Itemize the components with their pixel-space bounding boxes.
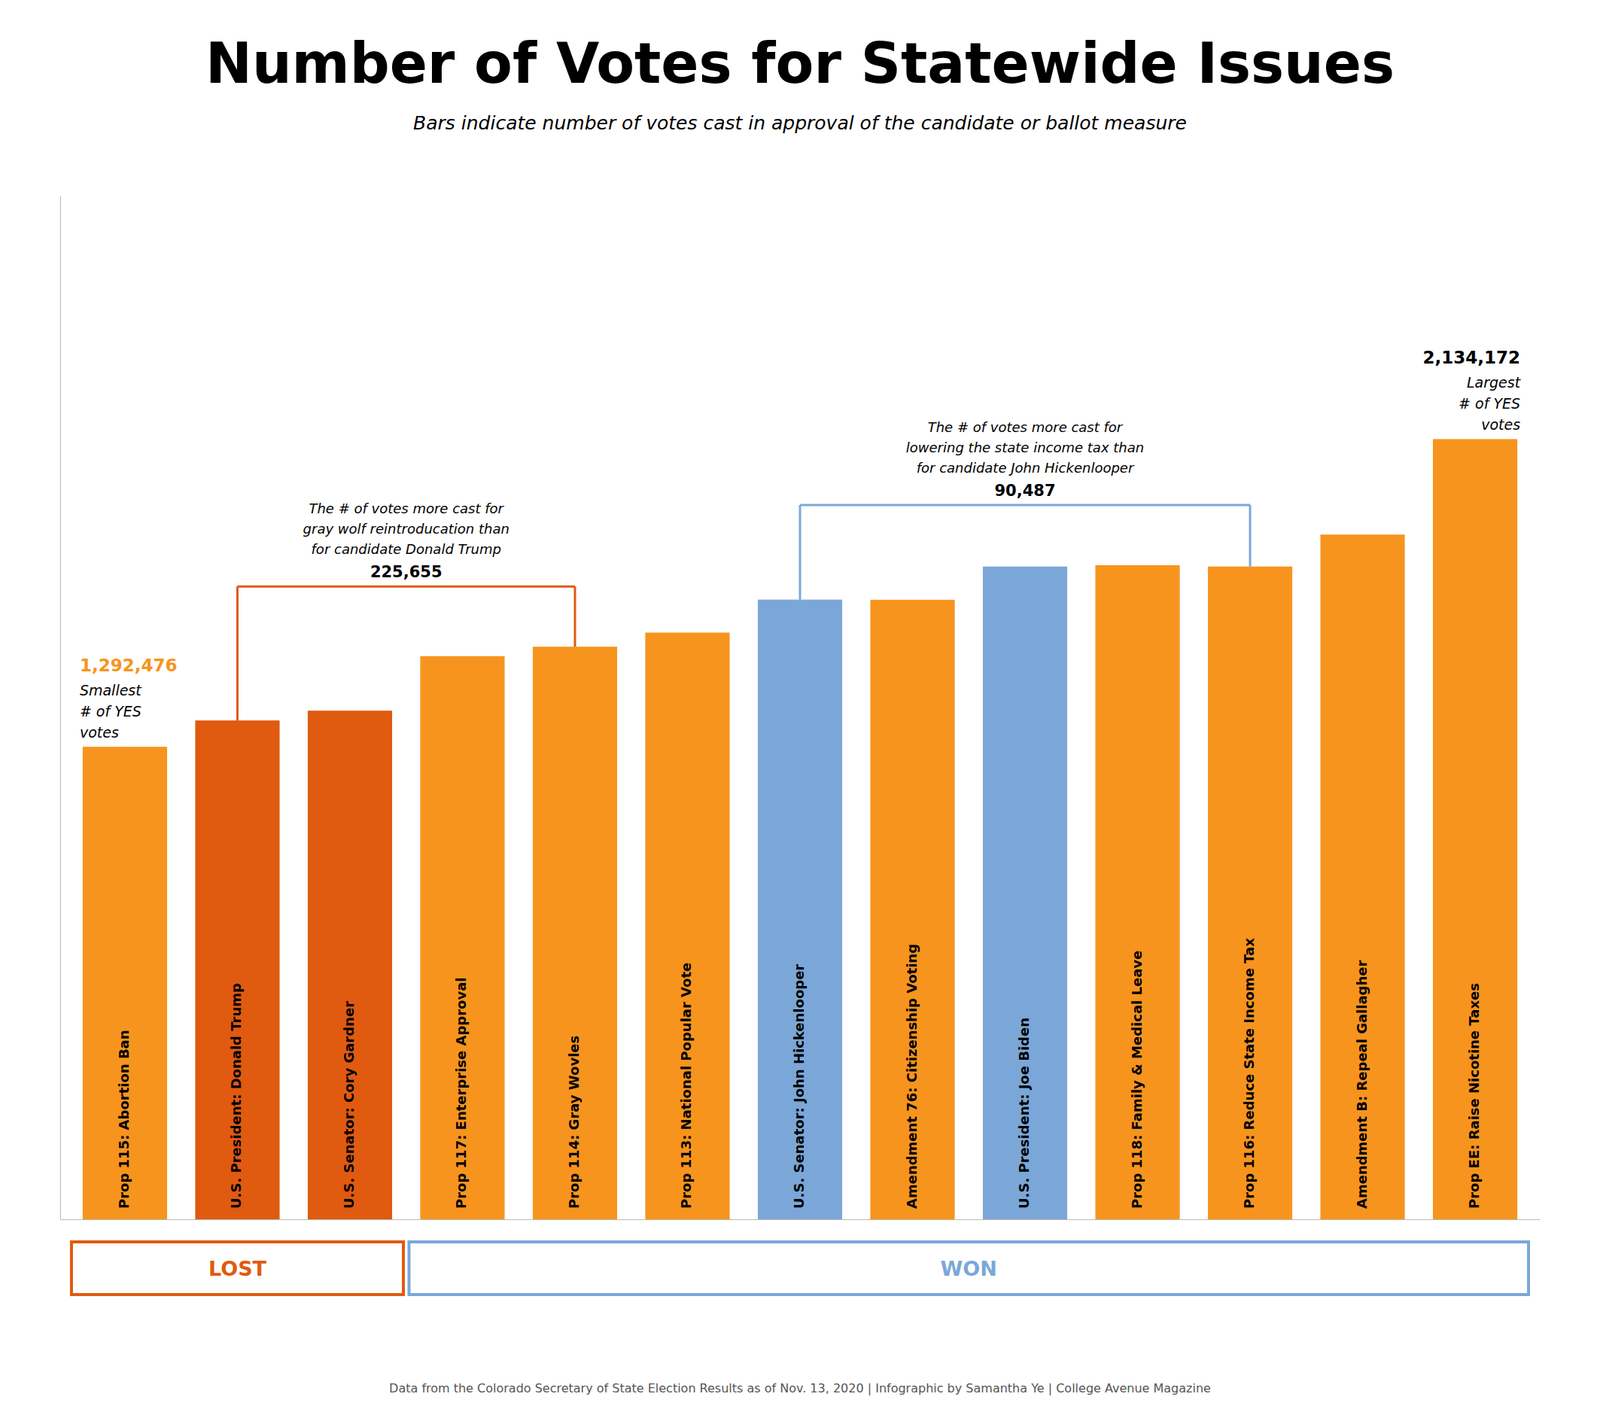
text-line: for candidate John Hickenlooper [916,459,1135,476]
bar-label: U.S. Senator: John Hickenlooper [790,964,807,1209]
bracket-line [573,586,576,647]
x-axis [60,1219,1541,1220]
text-line: # of YES [1458,395,1521,412]
bracket-line [800,503,1251,506]
text-line: The # of votes more cast for [927,419,1124,435]
bar [982,566,1068,1220]
bracket-value: 90,487 [994,481,1056,500]
text-line: The # of votes more cast for [308,500,505,517]
bar [1320,534,1405,1220]
bar-labels: Prop 115: Abortion Ban U.S. President: Do… [115,937,1482,1209]
annotation-text: Smallest # of YES votes [79,681,143,741]
bar [82,746,168,1220]
bar [644,632,730,1220]
text-line: Largest [1466,374,1522,391]
bar-label: Prop EE: Raise Nicotine Taxes [1466,982,1482,1209]
annotation-text: Largest # of YES votes [1458,374,1522,433]
text-line: # of YES [79,702,142,720]
y-axis [60,196,61,1220]
group-label: LOST [208,1256,268,1281]
x-axis-line [60,1219,1541,1220]
bracket-text: The # of votes more cast for lowering the… [906,419,1144,476]
text-line: votes [79,723,119,741]
subtitle: Bars indicate number of votes cast in ap… [413,112,1187,134]
chart-svg: Number of Votes for Statewide Issues Bars… [0,0,1600,1415]
text-line: votes [1481,416,1521,433]
bracket-line [799,504,802,600]
text-line: for candidate Donald Trump [311,541,502,557]
bar-label: Prop 118: Family & Medical Leave [1128,950,1145,1209]
bar-label: Amendment 76: Citizenship Voting [903,943,920,1209]
bar-label: U.S. Senator: Cory Gardner [340,1000,357,1209]
chart-container: Number of Votes for Statewide Issues Bars… [0,0,1600,1415]
bar-label: Prop 114: Gray Wovles [565,1035,582,1209]
annotations: Smallest # of YES votes 1,292,476 Largest # o… [79,347,1522,741]
bracket-line [236,586,239,721]
brackets: 225,655 The # of votes more cast for gray … [237,419,1251,721]
bar-label: U.S. President: Joe Biden [1015,1017,1032,1209]
bar-label: Prop 115: Abortion Ban [115,1029,132,1209]
y-axis-line [60,196,61,1220]
bracket-line [1249,504,1252,567]
bar-label: U.S. President: Donald Trump [228,982,244,1209]
bar [1432,438,1518,1220]
bar-label: Prop 116: Reduce State Income Tax [1241,937,1257,1209]
bar [194,720,280,1220]
bar [532,646,618,1220]
bar [419,656,505,1220]
groups: LOST WON [71,1241,1529,1295]
annotation-value: 1,292,476 [79,655,178,676]
bar [307,710,393,1220]
text-line: lowering the state income tax than [906,439,1144,456]
bracket-line [237,585,575,588]
text-line: Smallest [79,681,143,699]
bar-label: Prop 113: National Popular Vote [678,962,694,1209]
bar [757,599,843,1220]
bars [82,438,1518,1220]
text-line: gray wolf reintroducation than [303,520,510,537]
footnote: Data from the Colorado Secretary of Stat… [389,1380,1211,1396]
bar [869,599,955,1220]
bar-label: Amendment B: Repeal Gallagher [1353,960,1370,1209]
bar-label: Prop 117: Enterprise Approval [453,976,469,1209]
annotation-value: 2,134,172 [1423,347,1521,368]
bracket-value: 225,655 [370,562,443,581]
bar [1095,565,1180,1220]
group-label: WON [940,1256,998,1281]
bar [1207,566,1293,1220]
bracket-text: The # of votes more cast for gray wolf re… [303,500,510,557]
group-box [408,1241,1529,1295]
group-box [71,1241,404,1295]
title: Number of Votes for Statewide Issues [205,30,1395,96]
